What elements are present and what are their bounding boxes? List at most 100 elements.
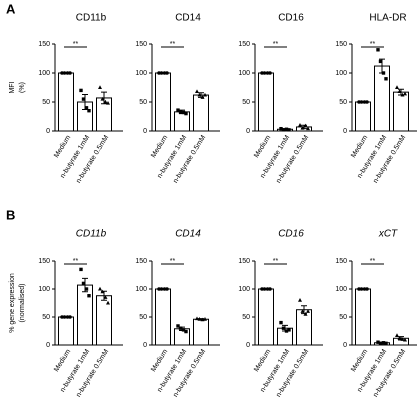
data-point <box>357 100 361 104</box>
data-point <box>195 89 199 94</box>
y-tick-label: 100 <box>38 286 50 293</box>
data-point <box>306 309 310 313</box>
data-point <box>359 287 364 291</box>
data-point <box>60 71 64 75</box>
data-point <box>203 92 207 97</box>
data-point <box>81 97 86 101</box>
panel-label: A <box>6 1 16 16</box>
data-point <box>397 336 402 340</box>
data-point <box>68 315 72 319</box>
y-tick-label: 150 <box>38 41 50 48</box>
y-tick-label: 100 <box>135 70 147 77</box>
bar <box>193 318 209 346</box>
data-point <box>397 89 402 94</box>
x-tick-label: Medium <box>253 134 272 159</box>
bar <box>58 316 74 346</box>
data-point <box>98 85 102 89</box>
data-point <box>181 110 186 115</box>
significance-label: ** <box>273 258 279 265</box>
y-tick-label: 0 <box>246 342 250 349</box>
data-point <box>106 100 110 105</box>
chart-title: CD11b <box>76 229 107 240</box>
data-point <box>376 340 380 344</box>
data-point <box>265 71 270 75</box>
bar <box>258 288 274 346</box>
data-point <box>381 71 386 75</box>
y-tick-label: 0 <box>343 342 347 349</box>
data-point <box>176 324 180 328</box>
y-tick-label: 50 <box>139 99 147 106</box>
y-tick-label: 50 <box>42 99 50 106</box>
data-point <box>162 287 167 291</box>
data-point <box>395 85 399 89</box>
data-point <box>284 127 289 131</box>
significance-label: ** <box>73 258 79 265</box>
x-tick-label: Medium <box>150 134 169 159</box>
y-tick-label: 0 <box>246 128 250 135</box>
y-tick-label: 150 <box>135 41 147 48</box>
data-point <box>281 128 286 132</box>
y-tick-label: 100 <box>38 70 50 77</box>
data-point <box>165 71 169 75</box>
data-point <box>157 71 161 75</box>
data-point <box>359 100 364 104</box>
data-point <box>357 287 361 291</box>
y-tick-label: 100 <box>335 70 347 77</box>
data-point <box>100 289 105 294</box>
data-point <box>378 59 383 64</box>
chart-title: HLA-DR <box>369 13 406 24</box>
y-tick-label: 100 <box>335 286 347 293</box>
data-point <box>159 71 164 75</box>
data-point <box>303 123 308 128</box>
bar <box>96 295 112 346</box>
y-tick-label: 150 <box>38 258 50 265</box>
data-point <box>79 88 83 93</box>
significance-label: ** <box>170 41 176 48</box>
data-point <box>365 100 369 104</box>
data-point <box>60 315 64 319</box>
bar <box>393 91 409 132</box>
y-tick-label: 50 <box>242 99 250 106</box>
data-point <box>260 71 264 75</box>
data-point <box>103 295 108 299</box>
data-point <box>68 71 72 75</box>
significance-label: ** <box>370 258 376 265</box>
y-tick-label: 100 <box>238 70 250 77</box>
data-point <box>176 108 180 112</box>
data-point <box>284 329 289 333</box>
y-axis-label: % gene expression <box>9 273 16 333</box>
data-point <box>103 99 108 104</box>
data-point <box>165 287 169 291</box>
x-tick-label: Medium <box>350 348 369 373</box>
data-point <box>260 287 264 291</box>
x-tick-label: Medium <box>150 348 169 373</box>
data-point <box>298 123 302 127</box>
bar <box>155 72 171 132</box>
chart-title: CD16 <box>278 229 304 240</box>
data-point <box>84 287 89 291</box>
data-point <box>403 337 407 342</box>
bar <box>355 288 371 346</box>
y-tick-label: 0 <box>343 128 347 135</box>
chart-title: CD14 <box>175 13 201 24</box>
y-tick-label: 150 <box>135 258 147 265</box>
significance-label: ** <box>273 41 279 48</box>
x-tick-label: Medium <box>53 348 72 373</box>
x-tick-label: Medium <box>350 134 369 159</box>
data-point <box>268 71 272 75</box>
panel-label: B <box>6 207 15 222</box>
data-point <box>400 92 405 97</box>
y-tick-label: 0 <box>46 128 50 135</box>
y-tick-label: 150 <box>238 258 250 265</box>
data-point <box>184 329 188 334</box>
data-point <box>100 96 105 101</box>
chart-title: xCT <box>378 229 398 240</box>
y-axis-label: (normalised) <box>19 284 26 323</box>
data-point <box>178 110 183 114</box>
bar <box>155 288 171 346</box>
data-point <box>362 287 367 291</box>
y-tick-label: 50 <box>42 314 50 321</box>
data-point <box>365 287 369 291</box>
data-point <box>378 341 383 346</box>
